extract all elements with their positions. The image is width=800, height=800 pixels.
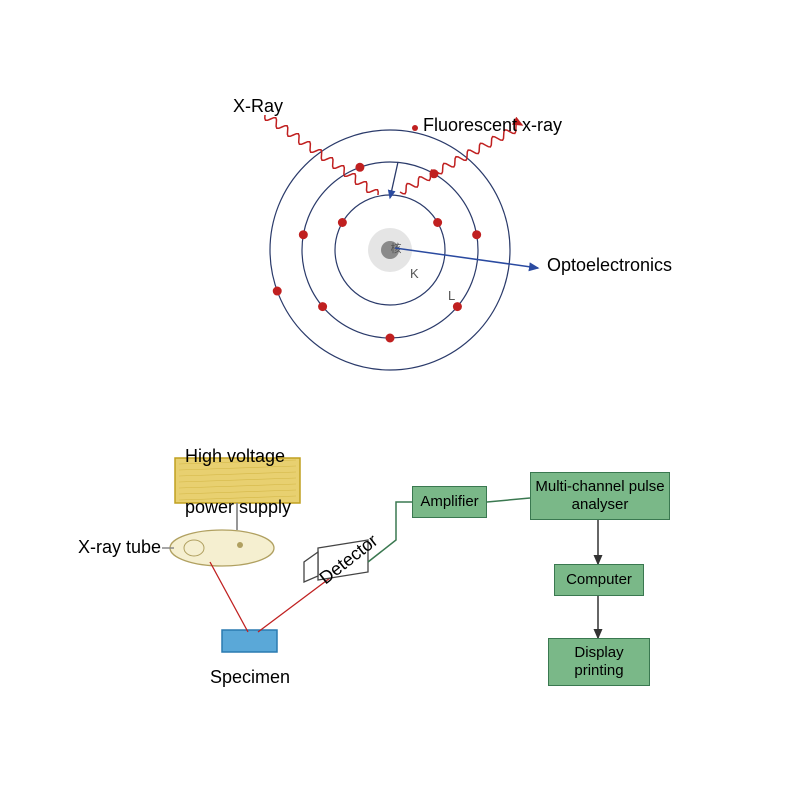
label-xray: X-Ray [233,96,283,117]
diagram-canvas: KL核 [0,0,800,800]
block-computer: Computer [554,564,644,596]
block-amplifier: Amplifier [412,486,487,518]
block-mca: Multi-channel pulse analyser [530,472,670,520]
svg-text:L: L [448,288,455,303]
label-power-supply: power supply [185,497,291,518]
block-display: Display printing [548,638,650,686]
svg-text:K: K [410,266,419,281]
label-specimen: Specimen [210,667,290,688]
label-fluorescent: Fluorescent x-ray [423,115,562,136]
label-optoelectronics: Optoelectronics [547,255,672,276]
label-high-voltage: High voltage [185,446,285,467]
label-xray-tube: X-ray tube [78,537,161,558]
